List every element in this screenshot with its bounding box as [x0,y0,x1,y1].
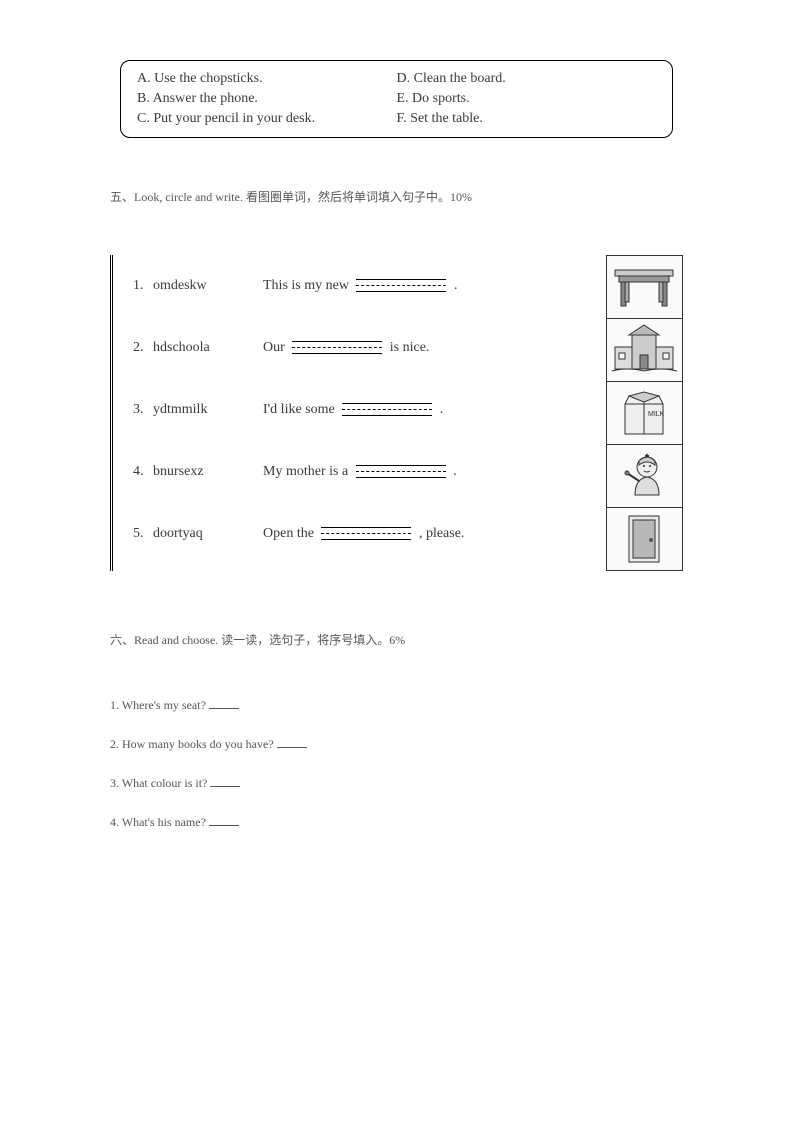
desk-icon [607,256,682,319]
item-number: 3. [133,402,153,418]
item-number: 4. [133,464,153,480]
section6-title: 六、Read and choose. 读一读，选句子，将序号填入。6% [110,631,683,648]
answer-blank[interactable] [210,786,240,787]
item-number: 1. [133,278,153,294]
blank-lines[interactable] [292,341,382,354]
exercise-row: 1. omdeskw This is my new . [133,255,606,317]
section5-title: 五、Look, circle and write. 看图圈单词，然后将单词填入句… [110,188,683,205]
blank-lines[interactable] [356,279,446,292]
options-right-col: D. Clean the board. E. Do sports. F. Set… [397,69,657,129]
answer-blank[interactable] [209,825,239,826]
options-box: A. Use the chopsticks. B. Answer the pho… [120,60,673,138]
image-column: MILK [606,255,683,571]
question-line: 1. Where's my seat? [110,698,683,713]
sentence-post: , please. [419,526,464,541]
question-text: 3. What colour is it? [110,776,207,790]
scramble-word: doortyaq [153,526,263,542]
sentence-post: . [453,464,457,479]
option-a: A. Use the chopsticks. [137,69,397,89]
option-b: B. Answer the phone. [137,89,397,109]
exercise-row: 5. doortyaq Open the , please. [133,503,606,565]
options-left-col: A. Use the chopsticks. B. Answer the pho… [137,69,397,129]
sentence-pre: Open the [263,526,314,541]
sentence-post: . [440,402,444,417]
answer-blank[interactable] [277,747,307,748]
sentence-pre: Our [263,340,285,355]
scramble-word: bnursexz [153,464,263,480]
blank-lines[interactable] [356,465,446,478]
question-line: 4. What's his name? [110,815,683,830]
question-text: 2. How many books do you have? [110,737,274,751]
question-line: 2. How many books do you have? [110,737,683,752]
sentence-pre: I'd like some [263,402,335,417]
item-number: 2. [133,340,153,356]
answer-blank[interactable] [209,708,239,709]
scramble-word: ydtmmilk [153,402,263,418]
milk-icon: MILK [607,382,682,445]
blank-lines[interactable] [321,527,411,540]
question-line: 3. What colour is it? [110,776,683,791]
sentence-post: is nice. [390,340,430,355]
door-icon [607,508,682,571]
question-text: 1. Where's my seat? [110,698,206,712]
sentence-pre: This is my new [263,278,349,293]
sentence-pre: My mother is a [263,464,348,479]
sentence-post: . [454,278,458,293]
exercise-row: 2. hdschoola Our is nice. [133,317,606,379]
question-text: 4. What's his name? [110,815,206,829]
item-number: 5. [133,526,153,542]
scramble-word: hdschoola [153,340,263,356]
blank-lines[interactable] [342,403,432,416]
exercise-row: 4. bnursexz My mother is a . [133,441,606,503]
option-c: C. Put your pencil in your desk. [137,109,397,129]
exercise-row: 3. ydtmmilk I'd like some . [133,379,606,441]
exercise5-area: 1. omdeskw This is my new . 2. hdschoola… [110,255,683,571]
option-d: D. Clean the board. [397,69,657,89]
svg-text:MILK: MILK [648,411,665,418]
option-e: E. Do sports. [397,89,657,109]
school-icon [607,319,682,382]
scramble-word: omdeskw [153,278,263,294]
nurse-icon [607,445,682,508]
option-f: F. Set the table. [397,109,657,129]
